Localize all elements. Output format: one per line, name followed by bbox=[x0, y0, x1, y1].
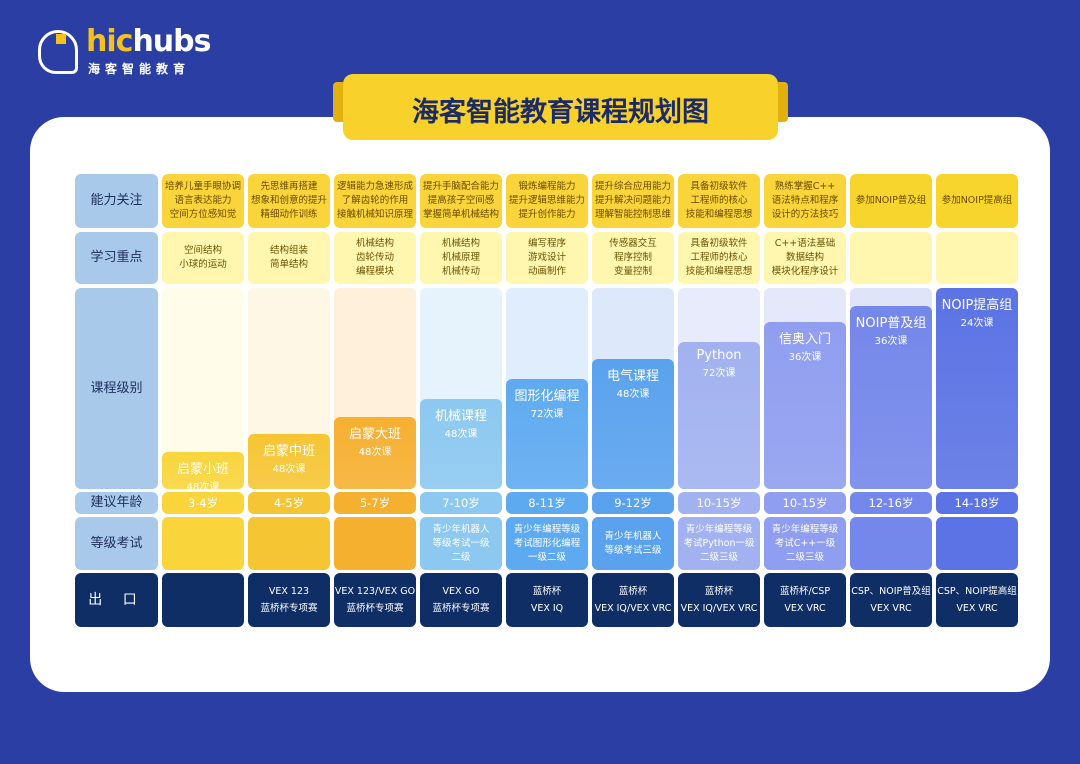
exam-cell bbox=[162, 517, 244, 570]
course-name: 启蒙中班 bbox=[262, 444, 315, 459]
age-cell: 5-7岁 bbox=[334, 492, 416, 514]
age-cell: 4-5岁 bbox=[248, 492, 330, 514]
page-title: 海客智能教育课程规划图 bbox=[412, 97, 709, 128]
output-cell: VEX 123/VEX GO 蓝桥杯专项赛 bbox=[334, 573, 416, 627]
lesson-count: 48次课 bbox=[444, 429, 478, 440]
exam-cell bbox=[850, 517, 932, 570]
course-bar-7: Python 72次课 bbox=[678, 342, 760, 489]
focus-cell bbox=[850, 232, 932, 284]
exam-cell: 青少年编程等级 考试图形化编程 一级二级 bbox=[506, 517, 588, 570]
output-cell bbox=[162, 573, 244, 627]
course-name: 启蒙大班 bbox=[348, 427, 401, 442]
logo-wordmark: hichubs bbox=[86, 24, 211, 59]
age-cell: 10-15岁 bbox=[764, 492, 846, 514]
lesson-count: 36次课 bbox=[788, 352, 822, 363]
ability-cell: 提升手脑配合能力 提高孩子空间感 掌握简单机械结构 bbox=[420, 174, 502, 228]
course-bar-2: 启蒙中班 48次课 bbox=[248, 434, 330, 489]
course-name: 启蒙小班 bbox=[176, 462, 229, 477]
course-name: Python bbox=[696, 348, 742, 363]
course-bar-10: NOIP提高组 24次课 bbox=[936, 288, 1018, 489]
age-cell: 3-4岁 bbox=[162, 492, 244, 514]
ability-cell: 培养儿童手眼协调 语言表达能力 空间方位感知觉 bbox=[162, 174, 244, 228]
focus-cell: C++语法基础 数据结构 模块化程序设计 bbox=[764, 232, 846, 284]
ability-cell: 参加NOIP提高组 bbox=[936, 174, 1018, 228]
ability-cell: 逻辑能力急速形成 了解齿轮的作用 接触机械知识原理 bbox=[334, 174, 416, 228]
ability-cell: 参加NOIP普及组 bbox=[850, 174, 932, 228]
age-cell: 12-16岁 bbox=[850, 492, 932, 514]
lesson-count: 48次课 bbox=[616, 389, 650, 400]
lesson-count: 48次课 bbox=[186, 482, 220, 493]
brain-chip-icon bbox=[56, 34, 66, 44]
head-icon bbox=[38, 30, 78, 74]
focus-cell: 机械结构 机械原理 机械传动 bbox=[420, 232, 502, 284]
focus-cell: 空间结构 小球的运动 bbox=[162, 232, 244, 284]
course-name: NOIP提高组 bbox=[941, 298, 1013, 313]
exam-cell bbox=[248, 517, 330, 570]
ability-cell: 提升综合应用能力 提升解决问题能力 理解智能控制思维 bbox=[592, 174, 674, 228]
ability-cell: 熟练掌握C++ 语法特点和程序 设计的方法技巧 bbox=[764, 174, 846, 228]
output-cell: 蓝桥杯/CSP VEX VRC bbox=[764, 573, 846, 627]
output-cell: 蓝桥杯 VEX IQ/VEX VRC bbox=[678, 573, 760, 627]
exam-cell: 青少年机器人 等级考试一级 二级 bbox=[420, 517, 502, 570]
lesson-count: 36次课 bbox=[874, 336, 908, 347]
age-cell: 8-11岁 bbox=[506, 492, 588, 514]
row-label-age: 建议年龄 bbox=[75, 492, 158, 514]
row-label-output: 出 口 bbox=[75, 573, 158, 627]
course-name: 机械课程 bbox=[434, 409, 487, 424]
age-cell: 10-15岁 bbox=[678, 492, 760, 514]
focus-cell: 机械结构 齿轮传动 编程模块 bbox=[334, 232, 416, 284]
exam-cell bbox=[334, 517, 416, 570]
hichubs-logo: hichubs 海客智能教育 bbox=[34, 24, 214, 84]
output-cell: VEX 123 蓝桥杯专项赛 bbox=[248, 573, 330, 627]
exam-cell: 青少年机器人 等级考试三级 bbox=[592, 517, 674, 570]
course-bar-5: 图形化编程 72次课 bbox=[506, 379, 588, 489]
course-name: NOIP普及组 bbox=[855, 316, 927, 331]
focus-cell: 编写程序 游戏设计 动画制作 bbox=[506, 232, 588, 284]
title-banner: 海客智能教育课程规划图 bbox=[333, 74, 788, 140]
lesson-count: 72次课 bbox=[702, 368, 736, 379]
lesson-count: 48次课 bbox=[358, 447, 392, 458]
course-bar-1: 启蒙小班 48次课 bbox=[162, 452, 244, 493]
course-bar-9: NOIP普及组 36次课 bbox=[850, 306, 932, 489]
ability-cell: 具备初级软件 工程师的核心 技能和编程思想 bbox=[678, 174, 760, 228]
age-cell: 7-10岁 bbox=[420, 492, 502, 514]
exam-cell: 青少年编程等级 考试Python一级 二级三级 bbox=[678, 517, 760, 570]
course-name: 电气课程 bbox=[606, 369, 659, 384]
ability-cell: 锻炼编程能力 提升逻辑思维能力 提升创作能力 bbox=[506, 174, 588, 228]
focus-cell bbox=[936, 232, 1018, 284]
focus-cell: 传感器交互 程序控制 变量控制 bbox=[592, 232, 674, 284]
lesson-count: 48次课 bbox=[272, 464, 306, 475]
logo-subtitle: 海客智能教育 bbox=[88, 62, 191, 76]
output-cell: CSP、NOIP提高组 VEX VRC bbox=[936, 573, 1018, 627]
age-cell: 14-18岁 bbox=[936, 492, 1018, 514]
focus-cell: 结构组装 简单结构 bbox=[248, 232, 330, 284]
output-cell: CSP、NOIP普及组 VEX VRC bbox=[850, 573, 932, 627]
row-label-ability: 能力关注 bbox=[75, 174, 158, 228]
age-cell: 9-12岁 bbox=[592, 492, 674, 514]
course-bar-8: 信奥入门 36次课 bbox=[764, 322, 846, 489]
course-bar-4: 机械课程 48次课 bbox=[420, 399, 502, 489]
ability-cell: 先思维再搭建 想象和创意的提升 精细动作训练 bbox=[248, 174, 330, 228]
course-name: 图形化编程 bbox=[514, 389, 580, 404]
exam-cell: 青少年编程等级 考试C++一级 二级三级 bbox=[764, 517, 846, 570]
focus-cell: 具备初级软件 工程师的核心 技能和编程思想 bbox=[678, 232, 760, 284]
row-label-focus: 学习重点 bbox=[75, 232, 158, 284]
lesson-count: 72次课 bbox=[530, 409, 564, 420]
lesson-count: 24次课 bbox=[960, 318, 994, 329]
course-bar-6: 电气课程 48次课 bbox=[592, 359, 674, 489]
output-cell: 蓝桥杯 VEX IQ/VEX VRC bbox=[592, 573, 674, 627]
row-label-exam: 等级考试 bbox=[75, 517, 158, 570]
course-bar-3: 启蒙大班 48次课 bbox=[334, 417, 416, 489]
course-name: 信奥入门 bbox=[778, 332, 831, 347]
row-label-level: 课程级别 bbox=[75, 288, 158, 489]
output-cell: VEX GO 蓝桥杯专项赛 bbox=[420, 573, 502, 627]
exam-cell bbox=[936, 517, 1018, 570]
output-cell: 蓝桥杯 VEX IQ bbox=[506, 573, 588, 627]
